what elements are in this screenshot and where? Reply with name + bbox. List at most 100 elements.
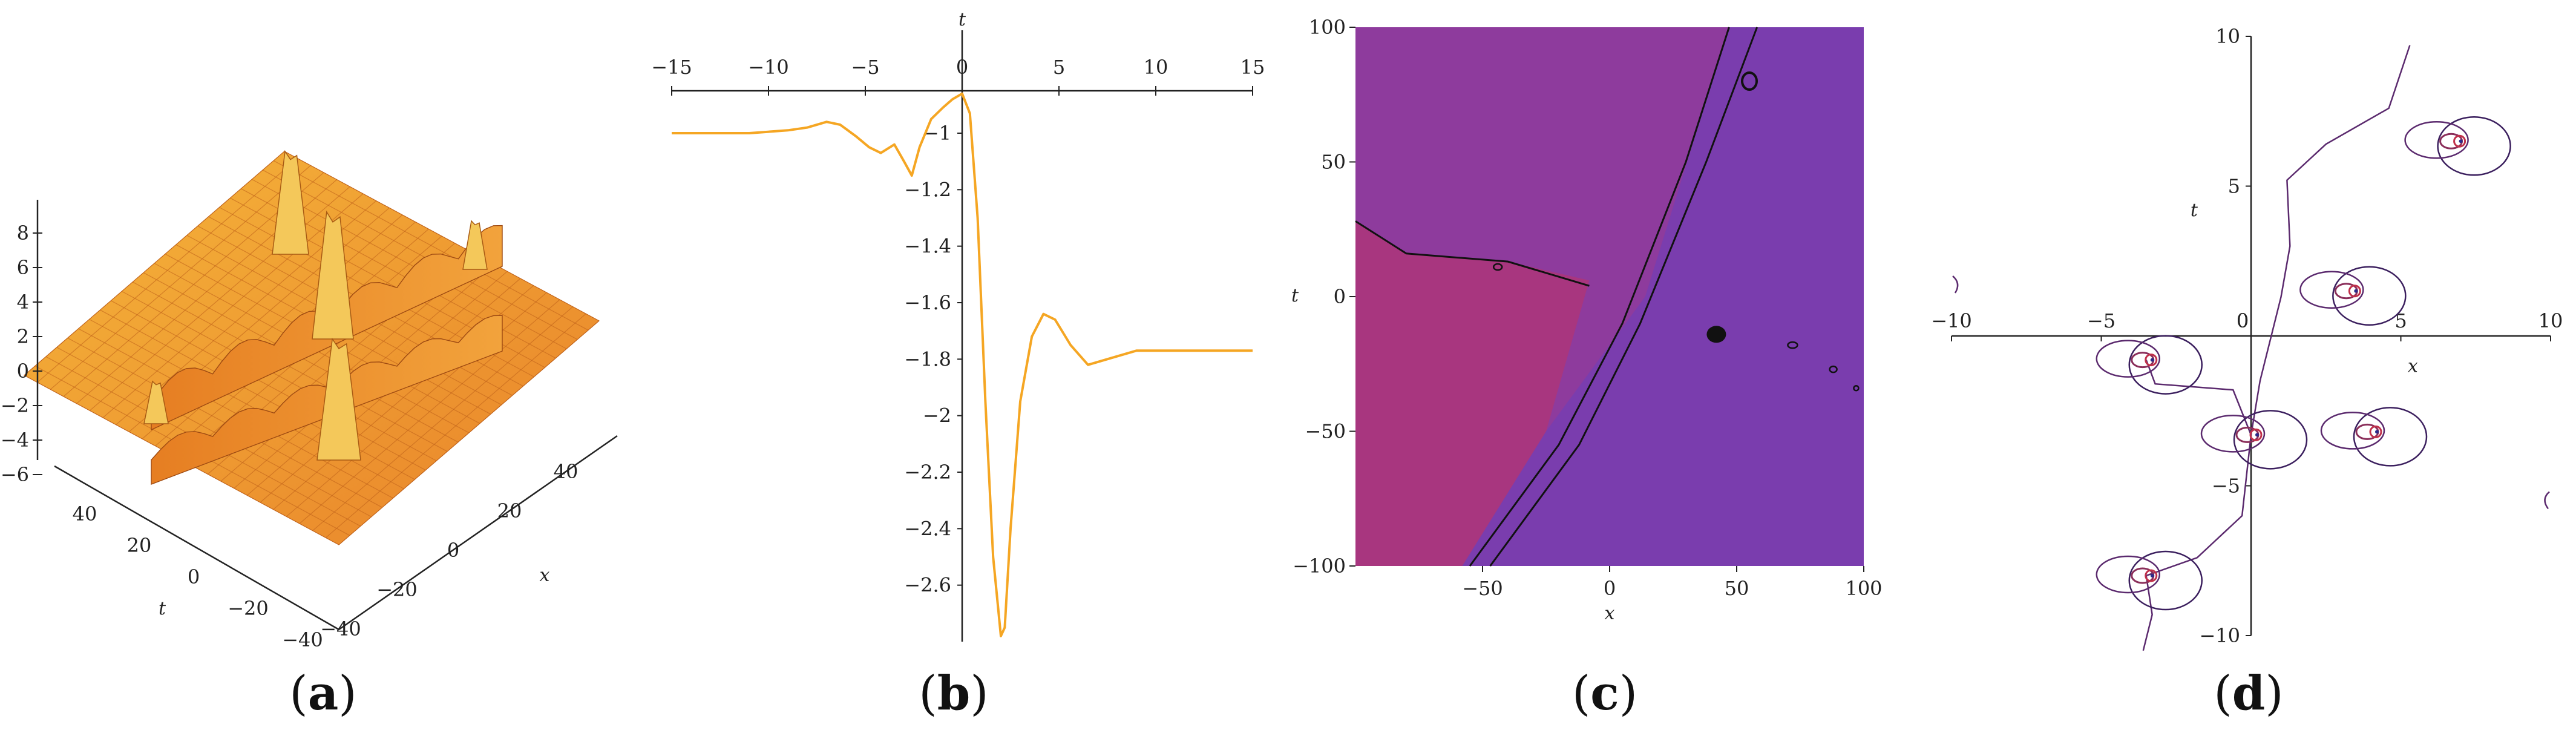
x-tick-label: −5 [2087,309,2116,332]
x-tick-label: 15 [1240,56,1265,79]
x-tick-label: 20 [497,499,522,522]
peak-4 [143,380,169,424]
panel-a: 8 6 4 2 0 −2 −4 −6 40 20 0 −20 −40 t 40 20 0 −20 −40 x (a) [0,0,641,750]
x-tick-label: 50 [1725,577,1749,600]
peak-3 [312,210,354,340]
contour-lobe [2128,550,2203,611]
contour-path [2142,45,2411,651]
x-tick-label: −5 [851,56,879,79]
x-tick-label: 10 [1144,56,1168,79]
t-axis [54,465,339,631]
contour-lobe [2320,412,2385,450]
caption-c: (c) [1571,666,1638,721]
contour-core [2145,354,2158,367]
edge-arc [1952,275,1959,294]
z-tick-label: 8 [17,222,29,245]
contour-lobe [2437,116,2511,176]
spot-3 [1787,341,1798,349]
t-axis-label: t [159,598,166,619]
peak-2 [462,220,488,270]
contour-core [2348,285,2361,298]
y-tick-label: −2.2 [904,461,951,484]
t-tick-label: 20 [127,534,152,557]
x-axis [338,435,618,631]
z-tick-label: 6 [17,256,29,279]
contour-line-2 [1489,27,1758,567]
x-tick-label: −40 [320,617,361,640]
y-tick-label: 50 [1321,151,1346,174]
contour-center [2150,574,2154,577]
y-axis-label: t [2191,200,2198,221]
y-tick-label: −2.6 [904,574,951,597]
contour-center [2150,358,2154,362]
surface-gridline [338,320,600,545]
y-tick-label: −1.4 [904,235,951,258]
x-tick-label: −10 [1931,309,1972,332]
region-lower-left [1355,221,1590,566]
surface-gridline [262,169,578,340]
contour-lobe [2332,266,2407,326]
contour-center [2255,433,2259,437]
y-tick-label: −1 [923,122,951,145]
contour-lobe [2096,555,2160,594]
contour-core [2453,134,2466,148]
contour-lobe [2128,335,2203,395]
x-tick-label: 0 [447,539,459,562]
x-tick-label: 0 [956,56,968,79]
y-tick-label: −2.4 [904,517,951,540]
spot-2 [1741,71,1758,91]
contour-path [2145,360,2252,435]
x-tick-label: 100 [1845,577,1882,600]
z-tick-label: −4 [1,429,29,452]
x-axis-label: x [2408,355,2418,377]
heatmap-chart: −50 0 50 100 x 100 50 0 −50 −100 t [1291,16,1883,624]
y-tick-label: −2 [923,404,951,427]
spot-1 [1706,326,1726,343]
contour-core [2369,425,2382,438]
x-axis-label: x [1605,603,1615,624]
contour-lobe [2233,410,2308,470]
z-tick-label: 2 [17,325,29,348]
surface-gridline [273,160,589,331]
x-axis-label: t [959,9,966,30]
contour-center [2375,430,2379,434]
x-tick-label: 5 [1053,56,1065,79]
spot-5 [1853,385,1860,392]
spot-4 [1829,365,1838,373]
panel-d: −10 −5 0 5 10 0 x 10 5 −5 −10 t (d) [1924,0,2576,750]
y-tick-label: 0 [1334,285,1346,308]
surface-gridline [251,179,567,349]
y-tick-label: −1.2 [904,178,951,201]
contour-lobe [2404,121,2469,159]
y-axis-label: t [1291,285,1299,306]
y-tick-label: −1.8 [904,347,951,370]
x-tick-label: −10 [748,56,789,79]
edge-arc [2544,491,2550,510]
x-tick-label: 0 [2237,309,2249,332]
contour-lobe [2299,271,2364,309]
y-tick-label: 10 [2215,25,2240,48]
surface-gridline [286,292,547,517]
contour-line-1 [1469,27,1730,567]
series-line-0 [672,92,1253,637]
x-tick-label: 0 [1604,577,1616,600]
surface-gridline [299,299,560,524]
x-axis-label: x [540,565,550,586]
t-tick-label: −20 [228,597,269,620]
x-tick-label: −50 [1462,577,1503,600]
caption-d: (d) [2214,666,2284,721]
panel-b: −15 −10 −5 0 5 10 15 t −1 −1.2 −1.4 −1.6 −1.8 −2 −2.2 −… [641,0,1283,750]
x-tick-label: −20 [376,578,418,601]
contour-lobe [2200,415,2266,453]
x-tick-label: 5 [2394,309,2407,332]
contour-core [2249,428,2263,441]
peak-1 [272,150,309,255]
z-tick-label: 4 [17,291,29,314]
surface-gridline [312,306,574,531]
z-tick-label: 0 [17,360,29,383]
spot-6 [1492,263,1503,271]
x-tick-label: −15 [651,56,692,79]
contour-line-3 [1355,220,1590,287]
y-tick-label: −50 [1305,420,1346,443]
